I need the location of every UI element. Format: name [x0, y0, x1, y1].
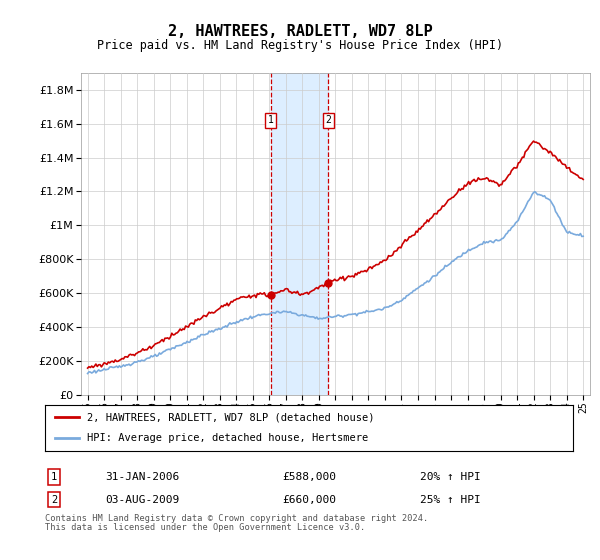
- Text: 03-AUG-2009: 03-AUG-2009: [105, 494, 179, 505]
- Text: HPI: Average price, detached house, Hertsmere: HPI: Average price, detached house, Hert…: [87, 433, 368, 444]
- Text: Contains HM Land Registry data © Crown copyright and database right 2024.: Contains HM Land Registry data © Crown c…: [45, 514, 428, 523]
- Bar: [271, 73, 328, 395]
- Text: Price paid vs. HM Land Registry's House Price Index (HPI): Price paid vs. HM Land Registry's House …: [97, 39, 503, 52]
- Text: 2: 2: [51, 494, 57, 505]
- Text: 1: 1: [268, 115, 274, 125]
- Text: 25% ↑ HPI: 25% ↑ HPI: [420, 494, 481, 505]
- Text: 1: 1: [51, 472, 57, 482]
- Text: 2: 2: [326, 115, 331, 125]
- Text: 20% ↑ HPI: 20% ↑ HPI: [420, 472, 481, 482]
- Text: £660,000: £660,000: [282, 494, 336, 505]
- Text: 2, HAWTREES, RADLETT, WD7 8LP: 2, HAWTREES, RADLETT, WD7 8LP: [167, 24, 433, 39]
- Text: £588,000: £588,000: [282, 472, 336, 482]
- Text: 2, HAWTREES, RADLETT, WD7 8LP (detached house): 2, HAWTREES, RADLETT, WD7 8LP (detached …: [87, 412, 375, 422]
- Text: 31-JAN-2006: 31-JAN-2006: [105, 472, 179, 482]
- Text: This data is licensed under the Open Government Licence v3.0.: This data is licensed under the Open Gov…: [45, 523, 365, 532]
